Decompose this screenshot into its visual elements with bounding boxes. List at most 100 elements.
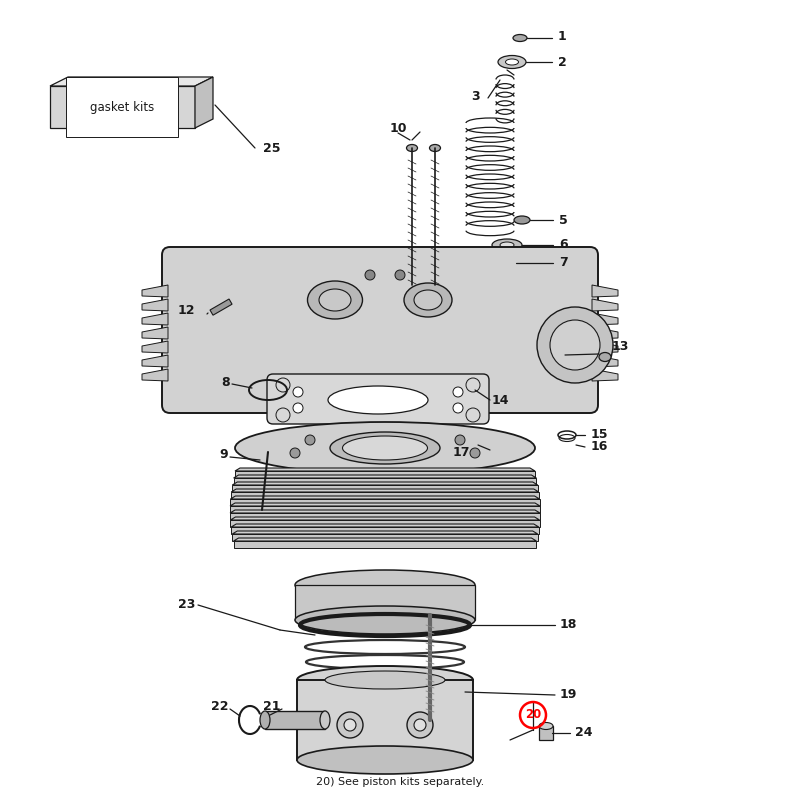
Polygon shape — [232, 534, 538, 541]
Ellipse shape — [235, 422, 535, 474]
Polygon shape — [297, 680, 473, 760]
Text: 3: 3 — [471, 90, 480, 103]
Circle shape — [550, 320, 600, 370]
Polygon shape — [234, 538, 537, 541]
Text: 25: 25 — [263, 142, 281, 154]
Polygon shape — [142, 327, 168, 339]
Text: 19: 19 — [560, 689, 578, 702]
Text: 10: 10 — [390, 122, 406, 134]
Ellipse shape — [320, 711, 330, 729]
Text: 8: 8 — [222, 375, 230, 389]
Text: 17: 17 — [453, 446, 470, 459]
Polygon shape — [50, 77, 213, 86]
Polygon shape — [230, 499, 539, 506]
Ellipse shape — [430, 145, 441, 151]
Text: 24: 24 — [575, 726, 593, 739]
Text: 18: 18 — [560, 618, 578, 631]
Polygon shape — [142, 355, 168, 367]
Polygon shape — [231, 489, 538, 492]
Ellipse shape — [539, 722, 553, 730]
Ellipse shape — [297, 746, 473, 774]
Polygon shape — [230, 496, 539, 499]
Polygon shape — [234, 478, 537, 485]
Bar — [504, 256, 516, 270]
Text: 7: 7 — [559, 257, 568, 270]
Circle shape — [537, 307, 613, 383]
Text: 23: 23 — [178, 598, 195, 611]
Circle shape — [276, 378, 290, 392]
Ellipse shape — [248, 505, 276, 515]
Text: gasket kits: gasket kits — [90, 101, 154, 114]
Polygon shape — [142, 299, 168, 311]
Polygon shape — [235, 471, 535, 478]
Circle shape — [453, 403, 463, 413]
Circle shape — [276, 408, 290, 422]
Ellipse shape — [319, 289, 351, 311]
Ellipse shape — [328, 386, 428, 414]
Polygon shape — [232, 482, 538, 485]
Polygon shape — [230, 513, 540, 520]
Circle shape — [305, 435, 315, 445]
Polygon shape — [230, 506, 540, 513]
Circle shape — [407, 712, 433, 738]
Circle shape — [455, 435, 465, 445]
Polygon shape — [230, 510, 540, 513]
Ellipse shape — [406, 145, 418, 151]
Circle shape — [470, 448, 480, 458]
Ellipse shape — [295, 606, 475, 634]
Text: 6: 6 — [559, 238, 568, 251]
Polygon shape — [142, 341, 168, 353]
Ellipse shape — [297, 666, 473, 694]
Polygon shape — [232, 485, 538, 492]
Polygon shape — [230, 517, 539, 520]
Polygon shape — [234, 475, 537, 478]
Polygon shape — [230, 520, 539, 527]
Polygon shape — [592, 341, 618, 353]
Bar — [210, 299, 232, 315]
Polygon shape — [195, 77, 213, 128]
Text: 16: 16 — [591, 441, 608, 454]
Ellipse shape — [514, 216, 530, 224]
Ellipse shape — [414, 290, 442, 310]
Text: 13: 13 — [612, 341, 630, 354]
Polygon shape — [592, 369, 618, 381]
Polygon shape — [234, 541, 537, 548]
Ellipse shape — [599, 353, 611, 362]
Bar — [539, 726, 553, 740]
Circle shape — [344, 719, 356, 731]
Circle shape — [293, 403, 303, 413]
Text: 12: 12 — [178, 303, 195, 317]
Polygon shape — [50, 86, 195, 128]
Ellipse shape — [325, 671, 445, 689]
Ellipse shape — [492, 239, 522, 251]
Ellipse shape — [513, 34, 527, 42]
Polygon shape — [592, 355, 618, 367]
Ellipse shape — [504, 267, 516, 273]
Circle shape — [395, 270, 405, 280]
Polygon shape — [592, 285, 618, 297]
Text: 21: 21 — [262, 701, 280, 714]
Circle shape — [414, 719, 426, 731]
Text: 20) See piston kits separately.: 20) See piston kits separately. — [316, 777, 484, 787]
Text: 9: 9 — [219, 449, 228, 462]
Text: 1: 1 — [558, 30, 566, 43]
FancyBboxPatch shape — [162, 247, 598, 413]
Text: 22: 22 — [210, 701, 228, 714]
Ellipse shape — [307, 281, 362, 319]
Polygon shape — [231, 524, 538, 527]
Polygon shape — [142, 313, 168, 325]
Ellipse shape — [506, 59, 518, 65]
Polygon shape — [592, 299, 618, 311]
Text: 15: 15 — [591, 429, 609, 442]
Polygon shape — [142, 285, 168, 297]
Circle shape — [290, 448, 300, 458]
Polygon shape — [295, 585, 475, 620]
Text: 14: 14 — [492, 394, 510, 406]
Bar — [265, 711, 325, 729]
Polygon shape — [232, 531, 538, 534]
Ellipse shape — [500, 242, 514, 248]
Ellipse shape — [504, 253, 516, 259]
Circle shape — [466, 378, 480, 392]
Text: 2: 2 — [558, 55, 566, 69]
Circle shape — [293, 387, 303, 397]
